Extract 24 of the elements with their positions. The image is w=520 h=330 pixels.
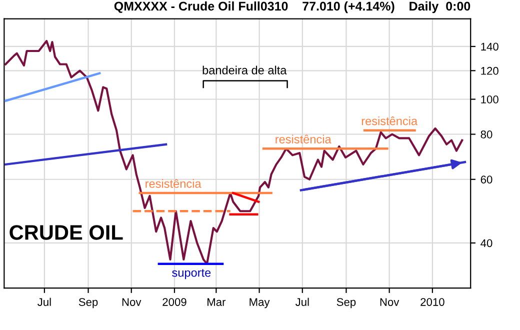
y-tick-label: 80 (480, 130, 492, 138)
x-tick-label: May (250, 298, 270, 308)
y-tick-label: 60 (480, 176, 492, 184)
x-tick-label: Sep (336, 298, 356, 308)
x-tick-label: Nov (380, 298, 400, 306)
chart-title: QMXXXX - Crude Oil Full0310 77.010 (+4.14%) Daily 0:00 (114, 1, 470, 14)
y-tick-label: 140 (481, 42, 498, 51)
line-series (4, 40, 464, 265)
y-tick-label: 120 (481, 66, 498, 75)
annotation: resistência (362, 116, 418, 126)
annotation: bandeira de alta (202, 66, 287, 74)
annotation: resistência (146, 179, 202, 188)
x-tick-label: 2010 (420, 298, 444, 306)
y-tick-label: 100 (481, 96, 498, 104)
x-tick-label: Mar (208, 298, 226, 306)
annotation: resistência (276, 134, 332, 144)
annotation: CRUDE OIL (10, 225, 123, 240)
x-tick-label: Sep (78, 298, 98, 308)
x-tick-label: Jul (295, 298, 309, 306)
x-tick-label: Jul (38, 298, 51, 306)
x-tick-label: Nov (122, 298, 142, 306)
y-tick-label: 40 (480, 239, 492, 248)
x-tick-label: 2009 (162, 298, 186, 306)
annotation: suporte (172, 269, 211, 280)
